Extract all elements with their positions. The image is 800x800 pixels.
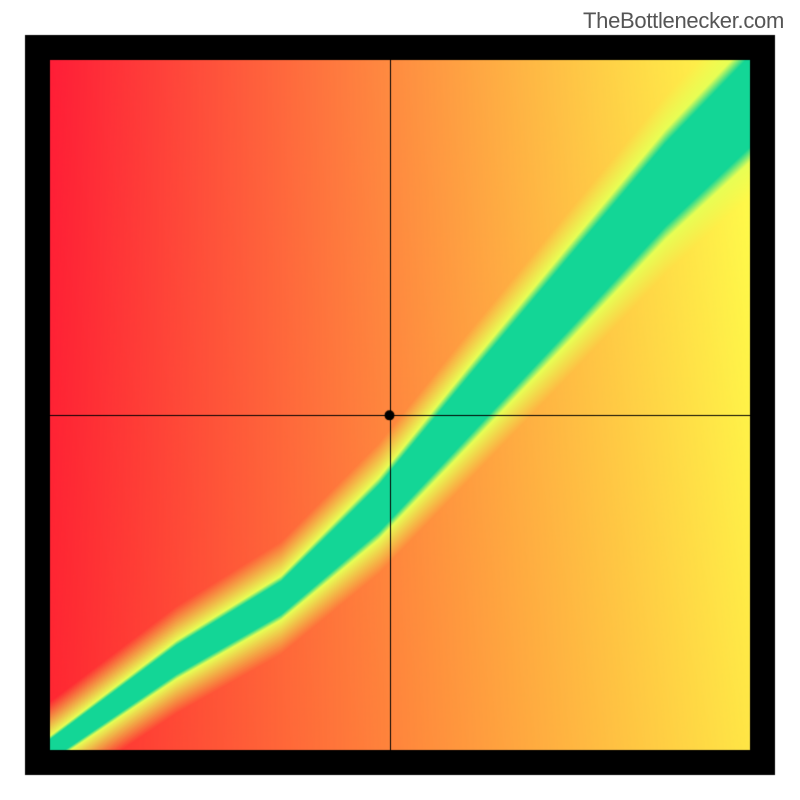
chart-container: TheBottlenecker.com	[0, 0, 800, 800]
bottleneck-heatmap-canvas	[0, 0, 800, 800]
watermark-text: TheBottlenecker.com	[583, 8, 784, 34]
